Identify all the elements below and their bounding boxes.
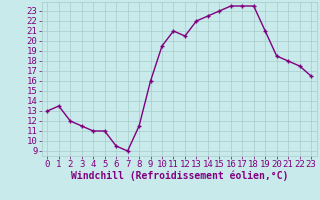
X-axis label: Windchill (Refroidissement éolien,°C): Windchill (Refroidissement éolien,°C) xyxy=(70,171,288,181)
